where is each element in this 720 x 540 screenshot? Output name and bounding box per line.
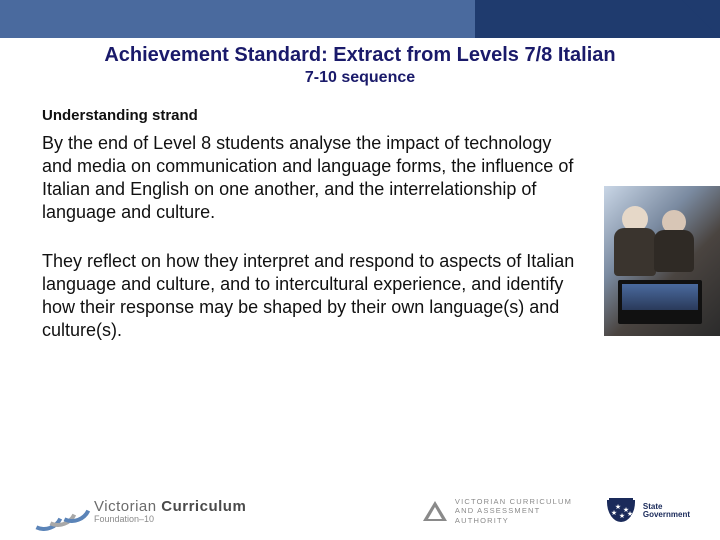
- shield-icon: ★ ★ ★ ★ ★: [603, 494, 639, 528]
- state-label: State Government: [643, 503, 690, 520]
- logo-text-line1: Victorian Curriculum: [94, 499, 246, 514]
- page-title: Achievement Standard: Extract from Level…: [42, 44, 678, 67]
- footer-right: VICTORIAN CURRICULUM AND ASSESSMENT AUTH…: [423, 494, 690, 528]
- vcaa-line1: VICTORIAN CURRICULUM: [455, 497, 585, 506]
- body-paragraph-1: By the end of Level 8 students analyse t…: [42, 132, 582, 224]
- vcaa-triangle-icon: [423, 501, 447, 521]
- page-subtitle: 7-10 sequence: [42, 69, 678, 87]
- state-label-line2: Government: [643, 511, 690, 519]
- content-area: Achievement Standard: Extract from Level…: [0, 38, 720, 342]
- body-paragraph-2: They reflect on how they interpret and r…: [42, 250, 582, 342]
- logo-subtext: Foundation–10: [94, 515, 246, 524]
- vcaa-text: VICTORIAN CURRICULUM AND ASSESSMENT AUTH…: [455, 497, 585, 525]
- vcaa-line2: AND ASSESSMENT AUTHORITY: [455, 506, 585, 525]
- wave-icon: [30, 497, 86, 525]
- header-banner: [0, 0, 720, 38]
- strand-heading: Understanding strand: [42, 107, 678, 124]
- footer: Victorian Curriculum Foundation–10 VICTO…: [0, 482, 720, 540]
- header-banner-accent: [475, 0, 720, 38]
- illustrative-photo: [604, 186, 720, 336]
- logo-word-secondary: Curriculum: [161, 498, 246, 515]
- logo-word-primary: Victorian: [94, 498, 157, 515]
- state-government-logo: ★ ★ ★ ★ ★ State Government: [603, 494, 690, 528]
- vcaa-logo: VICTORIAN CURRICULUM AND ASSESSMENT AUTH…: [423, 497, 585, 525]
- victorian-curriculum-logo: Victorian Curriculum Foundation–10: [30, 497, 246, 525]
